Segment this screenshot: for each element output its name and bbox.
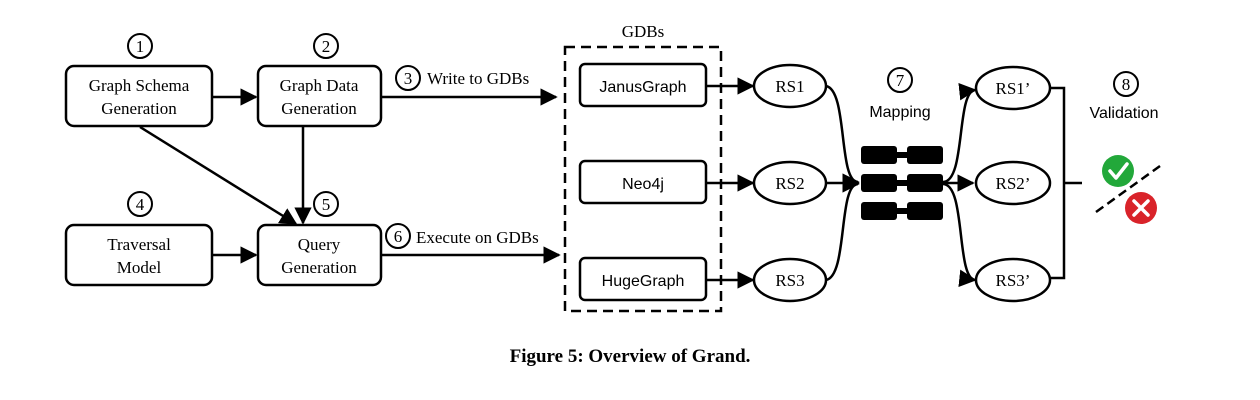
execute-on-gdbs-label: Execute on GDBs [416,228,539,247]
query-generation-box: Query Generation [256,223,383,287]
arrow-schema-to-query [139,125,298,226]
data-box-line1: Graph Data [280,76,359,95]
neo4j-label: Neo4j [622,176,664,193]
step-2-number: 2 [322,37,331,56]
validation-label: Validation [1089,105,1158,122]
figure-caption: Figure 5: Overview of Grand. [509,346,751,367]
step-3-marker: 3 [395,65,421,91]
curve-rs3-to-mapping [825,175,860,282]
rs2-prime-node: RS2’ [974,160,1052,206]
rs1-node: RS1 [752,63,828,109]
rs2-label: RS2 [775,174,804,193]
rs2-prime-label: RS2’ [996,174,1031,193]
rs3-node: RS3 [752,257,828,303]
step-7-number: 7 [896,71,905,90]
step-1-number: 1 [136,37,145,56]
curve-mapping-to-rs1p [942,83,977,184]
rs3-prime-node: RS3’ [974,257,1052,303]
graph-schema-generation-box: Graph Schema Generation [64,64,214,128]
gdbs-title: GDBs [622,22,665,41]
step-6-marker: 6 [385,223,411,249]
neo4j-box: Neo4j [578,159,708,205]
janusgraph-label: JanusGraph [599,79,686,96]
rs2-node: RS2 [752,160,828,206]
query-box-line1: Query [298,235,341,254]
rs1-label: RS1 [775,77,804,96]
step-7-marker: 7 [887,67,913,93]
step-1-marker: 1 [127,33,153,59]
mapping-icon [861,146,943,220]
step-3-number: 3 [404,69,413,88]
curve-mapping-to-rs3p [942,182,977,287]
step-8-number: 8 [1122,75,1131,94]
hugegraph-box: HugeGraph [578,256,708,302]
step-8-marker: 8 [1113,71,1139,97]
janusgraph-box: JanusGraph [578,62,708,108]
rs1-prime-label: RS1’ [996,79,1031,98]
graph-data-generation-box: Graph Data Generation [256,64,383,128]
step-4-marker: 4 [127,191,153,217]
step-4-number: 4 [136,195,145,214]
schema-box-line1: Graph Schema [89,76,190,95]
validation-bracket [1050,86,1082,280]
data-box-line2: Generation [281,99,357,118]
rs3-label: RS3 [775,271,804,290]
check-icon [1102,155,1134,187]
rs3-prime-label: RS3’ [996,271,1031,290]
step-5-number: 5 [322,195,331,214]
curve-rs1-to-mapping [825,84,860,191]
cross-icon [1125,192,1157,224]
step-6-number: 6 [394,227,403,246]
write-to-gdbs-label: Write to GDBs [427,69,529,88]
mapping-label: Mapping [869,104,930,121]
traversal-model-box: Traversal Model [64,223,214,287]
query-box-line2: Generation [281,258,357,277]
traversal-box-line2: Model [117,258,162,277]
schema-box-line2: Generation [101,99,177,118]
gdbs-container: GDBs [563,22,723,313]
step-5-marker: 5 [313,191,339,217]
rs1-prime-node: RS1’ [974,65,1052,111]
step-2-marker: 2 [313,33,339,59]
hugegraph-label: HugeGraph [602,273,685,290]
traversal-box-line1: Traversal [107,235,171,254]
